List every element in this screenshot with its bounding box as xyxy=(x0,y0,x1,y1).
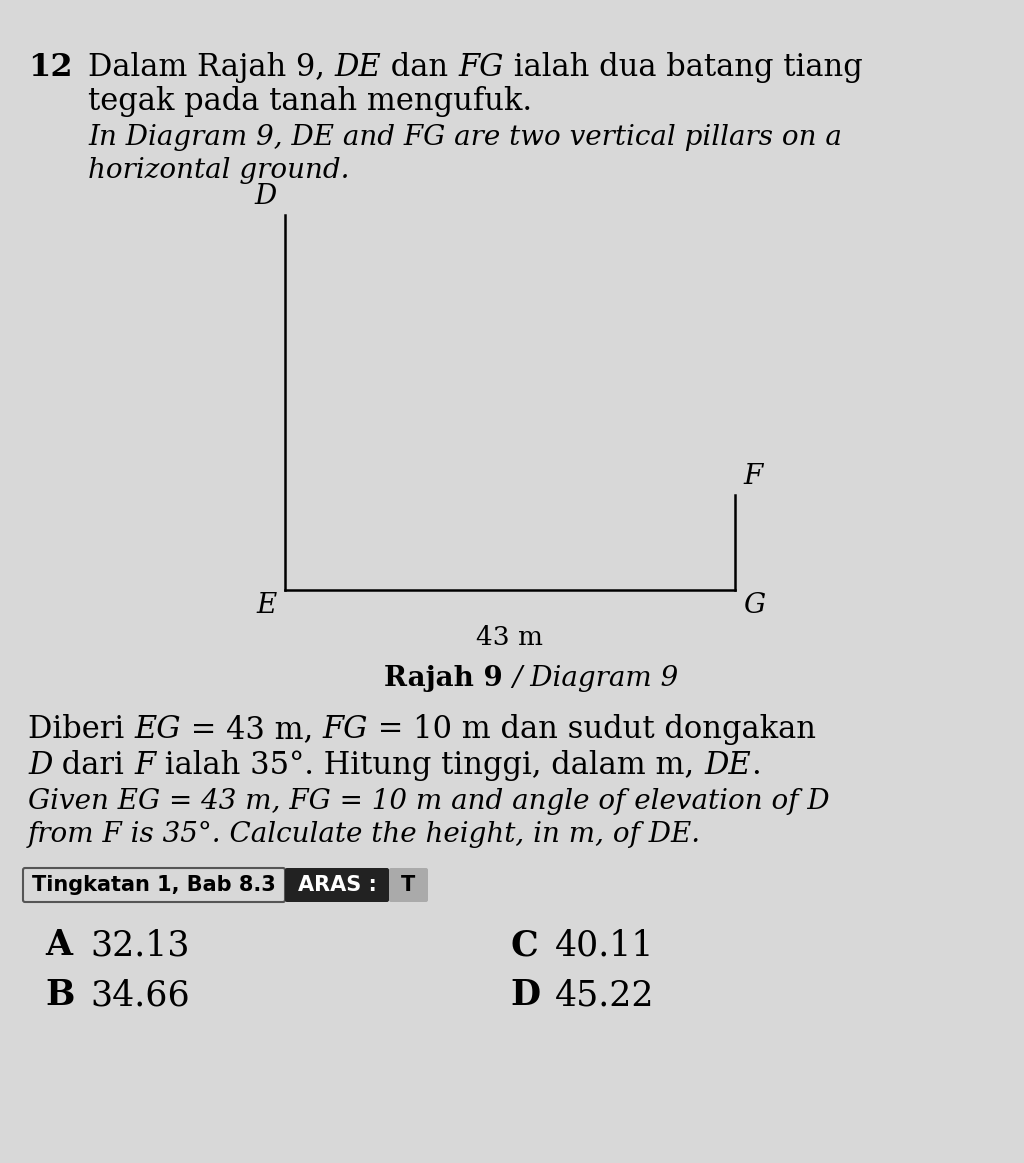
Text: A: A xyxy=(45,928,72,962)
Text: D: D xyxy=(255,183,278,211)
Text: E: E xyxy=(257,592,278,619)
Text: Dalam Rajah 9,: Dalam Rajah 9, xyxy=(88,52,335,83)
Text: G: G xyxy=(743,592,765,619)
FancyBboxPatch shape xyxy=(389,868,428,902)
Text: 45.22: 45.22 xyxy=(555,978,654,1012)
Text: F: F xyxy=(134,750,156,782)
Text: D: D xyxy=(510,978,540,1012)
Text: dari: dari xyxy=(52,750,134,782)
Text: = 43 m,: = 43 m, xyxy=(180,714,323,745)
Text: .: . xyxy=(751,750,761,782)
FancyBboxPatch shape xyxy=(23,868,285,902)
Text: DE: DE xyxy=(335,52,381,83)
Text: ialah dua batang tiang: ialah dua batang tiang xyxy=(504,52,862,83)
Text: Rajah 9: Rajah 9 xyxy=(384,665,512,692)
Text: Tingkatan 1, Bab 8.3: Tingkatan 1, Bab 8.3 xyxy=(32,875,275,896)
Text: FG: FG xyxy=(323,714,368,745)
Text: 40.11: 40.11 xyxy=(555,928,654,962)
Text: tegak pada tanah mengufuk.: tegak pada tanah mengufuk. xyxy=(88,86,532,117)
Text: B: B xyxy=(45,978,75,1012)
Text: 32.13: 32.13 xyxy=(90,928,189,962)
FancyBboxPatch shape xyxy=(285,868,389,902)
Text: = 10 m dan sudut dongakan: = 10 m dan sudut dongakan xyxy=(368,714,816,745)
Text: C: C xyxy=(510,928,538,962)
Text: from F is 35°. Calculate the height, in m, of DE.: from F is 35°. Calculate the height, in … xyxy=(28,821,701,848)
Text: ialah 35°. Hitung tinggi, dalam m,: ialah 35°. Hitung tinggi, dalam m, xyxy=(156,750,705,782)
Text: 34.66: 34.66 xyxy=(90,978,189,1012)
Text: T: T xyxy=(400,875,415,896)
Text: Diberi: Diberi xyxy=(28,714,134,745)
Text: FG: FG xyxy=(459,52,504,83)
Text: ARAS :: ARAS : xyxy=(298,875,377,896)
Text: F: F xyxy=(743,463,762,490)
Text: 12: 12 xyxy=(28,52,73,83)
Text: 43 m: 43 m xyxy=(476,625,544,650)
Text: DE: DE xyxy=(705,750,751,782)
Text: D: D xyxy=(28,750,52,782)
Text: Given EG = 43 m, FG = 10 m and angle of elevation of D: Given EG = 43 m, FG = 10 m and angle of … xyxy=(28,789,829,815)
Text: horizontal ground.: horizontal ground. xyxy=(88,157,349,184)
Text: / Diagram 9: / Diagram 9 xyxy=(512,665,678,692)
Text: dan: dan xyxy=(381,52,459,83)
Text: In Diagram 9, DE and FG are two vertical pillars on a: In Diagram 9, DE and FG are two vertical… xyxy=(88,124,842,151)
Text: EG: EG xyxy=(134,714,180,745)
